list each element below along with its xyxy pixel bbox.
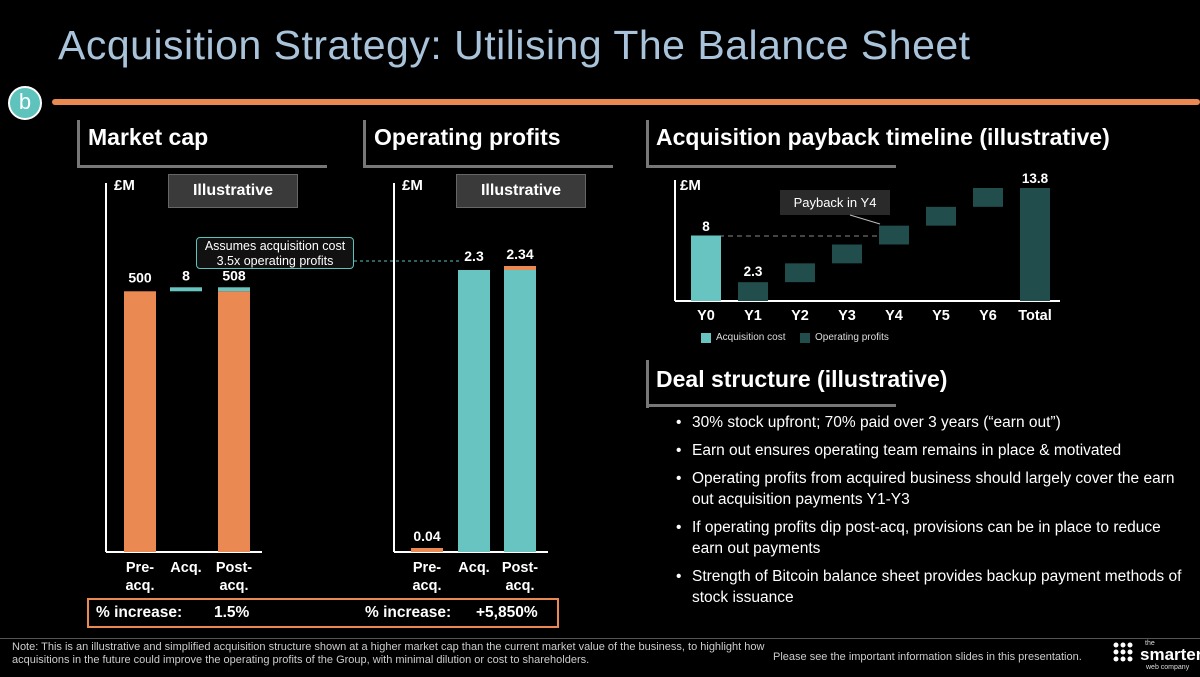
op-profits-label-acq: 2.3 (464, 248, 484, 264)
deal-bullet: Operating profits from acquired business… (672, 468, 1192, 510)
logo-small-text: the (1145, 640, 1155, 647)
op-profits-unit: £M (402, 177, 423, 194)
legend-acq-label: Acquisition cost (716, 332, 786, 343)
market-cap-bar-post-top (218, 287, 250, 292)
payback-category-label: Y1 (744, 308, 762, 324)
logo-subtext: web company (1146, 664, 1190, 671)
payback-chart-svg: Y0 Y1 Y2 Y3 Y4 Y5 Y6 Total 8 2.3 13.8 (674, 171, 1060, 324)
op-profits-label-pre: 0.04 (413, 528, 440, 544)
payback-category-label: Y6 (979, 308, 997, 324)
section-badge: b (8, 86, 42, 120)
payback-title: Acquisition payback timeline (illustrati… (656, 124, 1110, 150)
footer-note: Note: This is an illustrative and simpli… (12, 641, 765, 666)
op-profits-title-accent (363, 120, 366, 168)
mc-pct-label: % increase: (96, 604, 183, 621)
percent-increase-box (87, 598, 559, 628)
company-logo-icon (1112, 641, 1138, 667)
market-cap-bars: 500 8 508 Pre-acq. Acq. Post-acq. (124, 267, 252, 594)
market-cap-category-label: Acq. (170, 560, 201, 576)
market-cap-label-acq: 8 (182, 267, 190, 283)
payback-category-label: Y3 (838, 308, 856, 324)
op-profits-title: Operating profits (374, 124, 561, 150)
footer-info: Please see the important information sli… (773, 651, 1082, 663)
left-charts-svg: 500 8 508 Pre-acq. Acq. Post-acq. 0.04 2.3 2.34… (105, 183, 548, 594)
payback-bar-y3 (832, 244, 862, 264)
mc-pct-value: 1.5% (214, 604, 250, 621)
deal-title-accent (646, 360, 649, 408)
logo-wordmark: smarter (1140, 645, 1200, 664)
op-profits-bar-pre (411, 548, 443, 552)
op-profits-category-label: Pre- (413, 560, 441, 576)
payback-callout-pointer (849, 214, 881, 225)
market-cap-category-label: Post- (216, 560, 252, 576)
payback-bar-y0 (691, 235, 721, 301)
op-profits-category-label: acq. (505, 578, 534, 594)
market-cap-category-label: acq. (219, 578, 248, 594)
deal-bullet-list: 30% stock upfront; 70% paid over 3 years… (672, 412, 1192, 615)
market-cap-category-label: acq. (125, 578, 154, 594)
market-cap-bar-acq (170, 287, 202, 292)
header-divider (52, 99, 1200, 105)
payback-callout: Payback in Y4 (780, 190, 890, 215)
legend-op-swatch (800, 333, 810, 343)
deal-bullet: Strength of Bitcoin balance sheet provid… (672, 566, 1192, 608)
payback-label-y1: 2.3 (744, 264, 763, 279)
payback-category-label: Y5 (932, 308, 950, 324)
market-cap-label-post: 508 (222, 267, 246, 283)
payback-bar-y6 (973, 188, 1003, 207)
callout-line-1: Assumes acquisition cost (204, 239, 346, 253)
payback-category-label: Y4 (885, 308, 903, 324)
op-profits-bar-post-top (504, 266, 536, 270)
payback-label-total: 13.8 (1022, 171, 1049, 186)
footer-divider (0, 638, 1200, 639)
market-cap-illustrative-tag: Illustrative (168, 174, 298, 208)
market-cap-category-label: Pre- (126, 560, 154, 576)
acquisition-cost-callout: Assumes acquisition cost 3.5x operating … (196, 237, 354, 269)
op-profits-bar-post (504, 270, 536, 552)
deal-bullet: If operating profits dip post-acq, provi… (672, 517, 1192, 559)
legend-op-label: Operating profits (815, 332, 889, 343)
op-profits-label-post: 2.34 (506, 246, 533, 262)
payback-bars: Y0 Y1 Y2 Y3 Y4 Y5 Y6 Total 8 2.3 13.8 (691, 171, 1052, 324)
payback-bar-total (1020, 188, 1050, 301)
payback-title-accent (646, 120, 649, 168)
op-profits-category-label: Post- (502, 560, 538, 576)
callout-line-2: 3.5x operating profits (216, 254, 334, 268)
op-profits-underline (363, 165, 613, 168)
payback-bar-y2 (785, 263, 815, 283)
market-cap-bar-pre (124, 291, 156, 552)
market-cap-unit: £M (114, 177, 135, 194)
deal-bullet: Earn out ensures operating team remains … (672, 440, 1192, 461)
op-pct-value: +5,850% (476, 604, 538, 621)
payback-category-label: Total (1018, 308, 1052, 324)
payback-label-y0: 8 (702, 219, 710, 234)
market-cap-label-pre: 500 (128, 269, 152, 285)
payback-bar-y4 (879, 225, 909, 245)
legend-acq-swatch (701, 333, 711, 343)
page-title: Acquisition Strategy: Utilising The Bala… (58, 22, 971, 68)
op-profits-category-label: acq. (412, 578, 441, 594)
payback-bar-y1 (738, 282, 768, 301)
op-profits-bar-acq (458, 270, 490, 552)
market-cap-title: Market cap (88, 124, 209, 150)
payback-underline (646, 165, 896, 168)
payback-category-label: Y0 (697, 308, 715, 324)
deal-bullet: 30% stock upfront; 70% paid over 3 years… (672, 412, 1192, 433)
deal-title: Deal structure (illustrative) (656, 366, 948, 392)
payback-bar-y5 (926, 206, 956, 226)
market-cap-underline (77, 165, 327, 168)
market-cap-title-accent (77, 120, 80, 168)
deal-underline (646, 404, 896, 407)
payback-category-label: Y2 (791, 308, 809, 324)
op-profits-bars: 0.04 2.3 2.34 Pre-acq. Acq. Post-acq. (411, 246, 538, 594)
payback-unit: £M (680, 177, 701, 194)
op-profits-illustrative-tag: Illustrative (456, 174, 586, 208)
op-profits-category-label: Acq. (458, 560, 489, 576)
market-cap-bar-post (218, 291, 250, 552)
op-pct-label: % increase: (365, 604, 452, 621)
